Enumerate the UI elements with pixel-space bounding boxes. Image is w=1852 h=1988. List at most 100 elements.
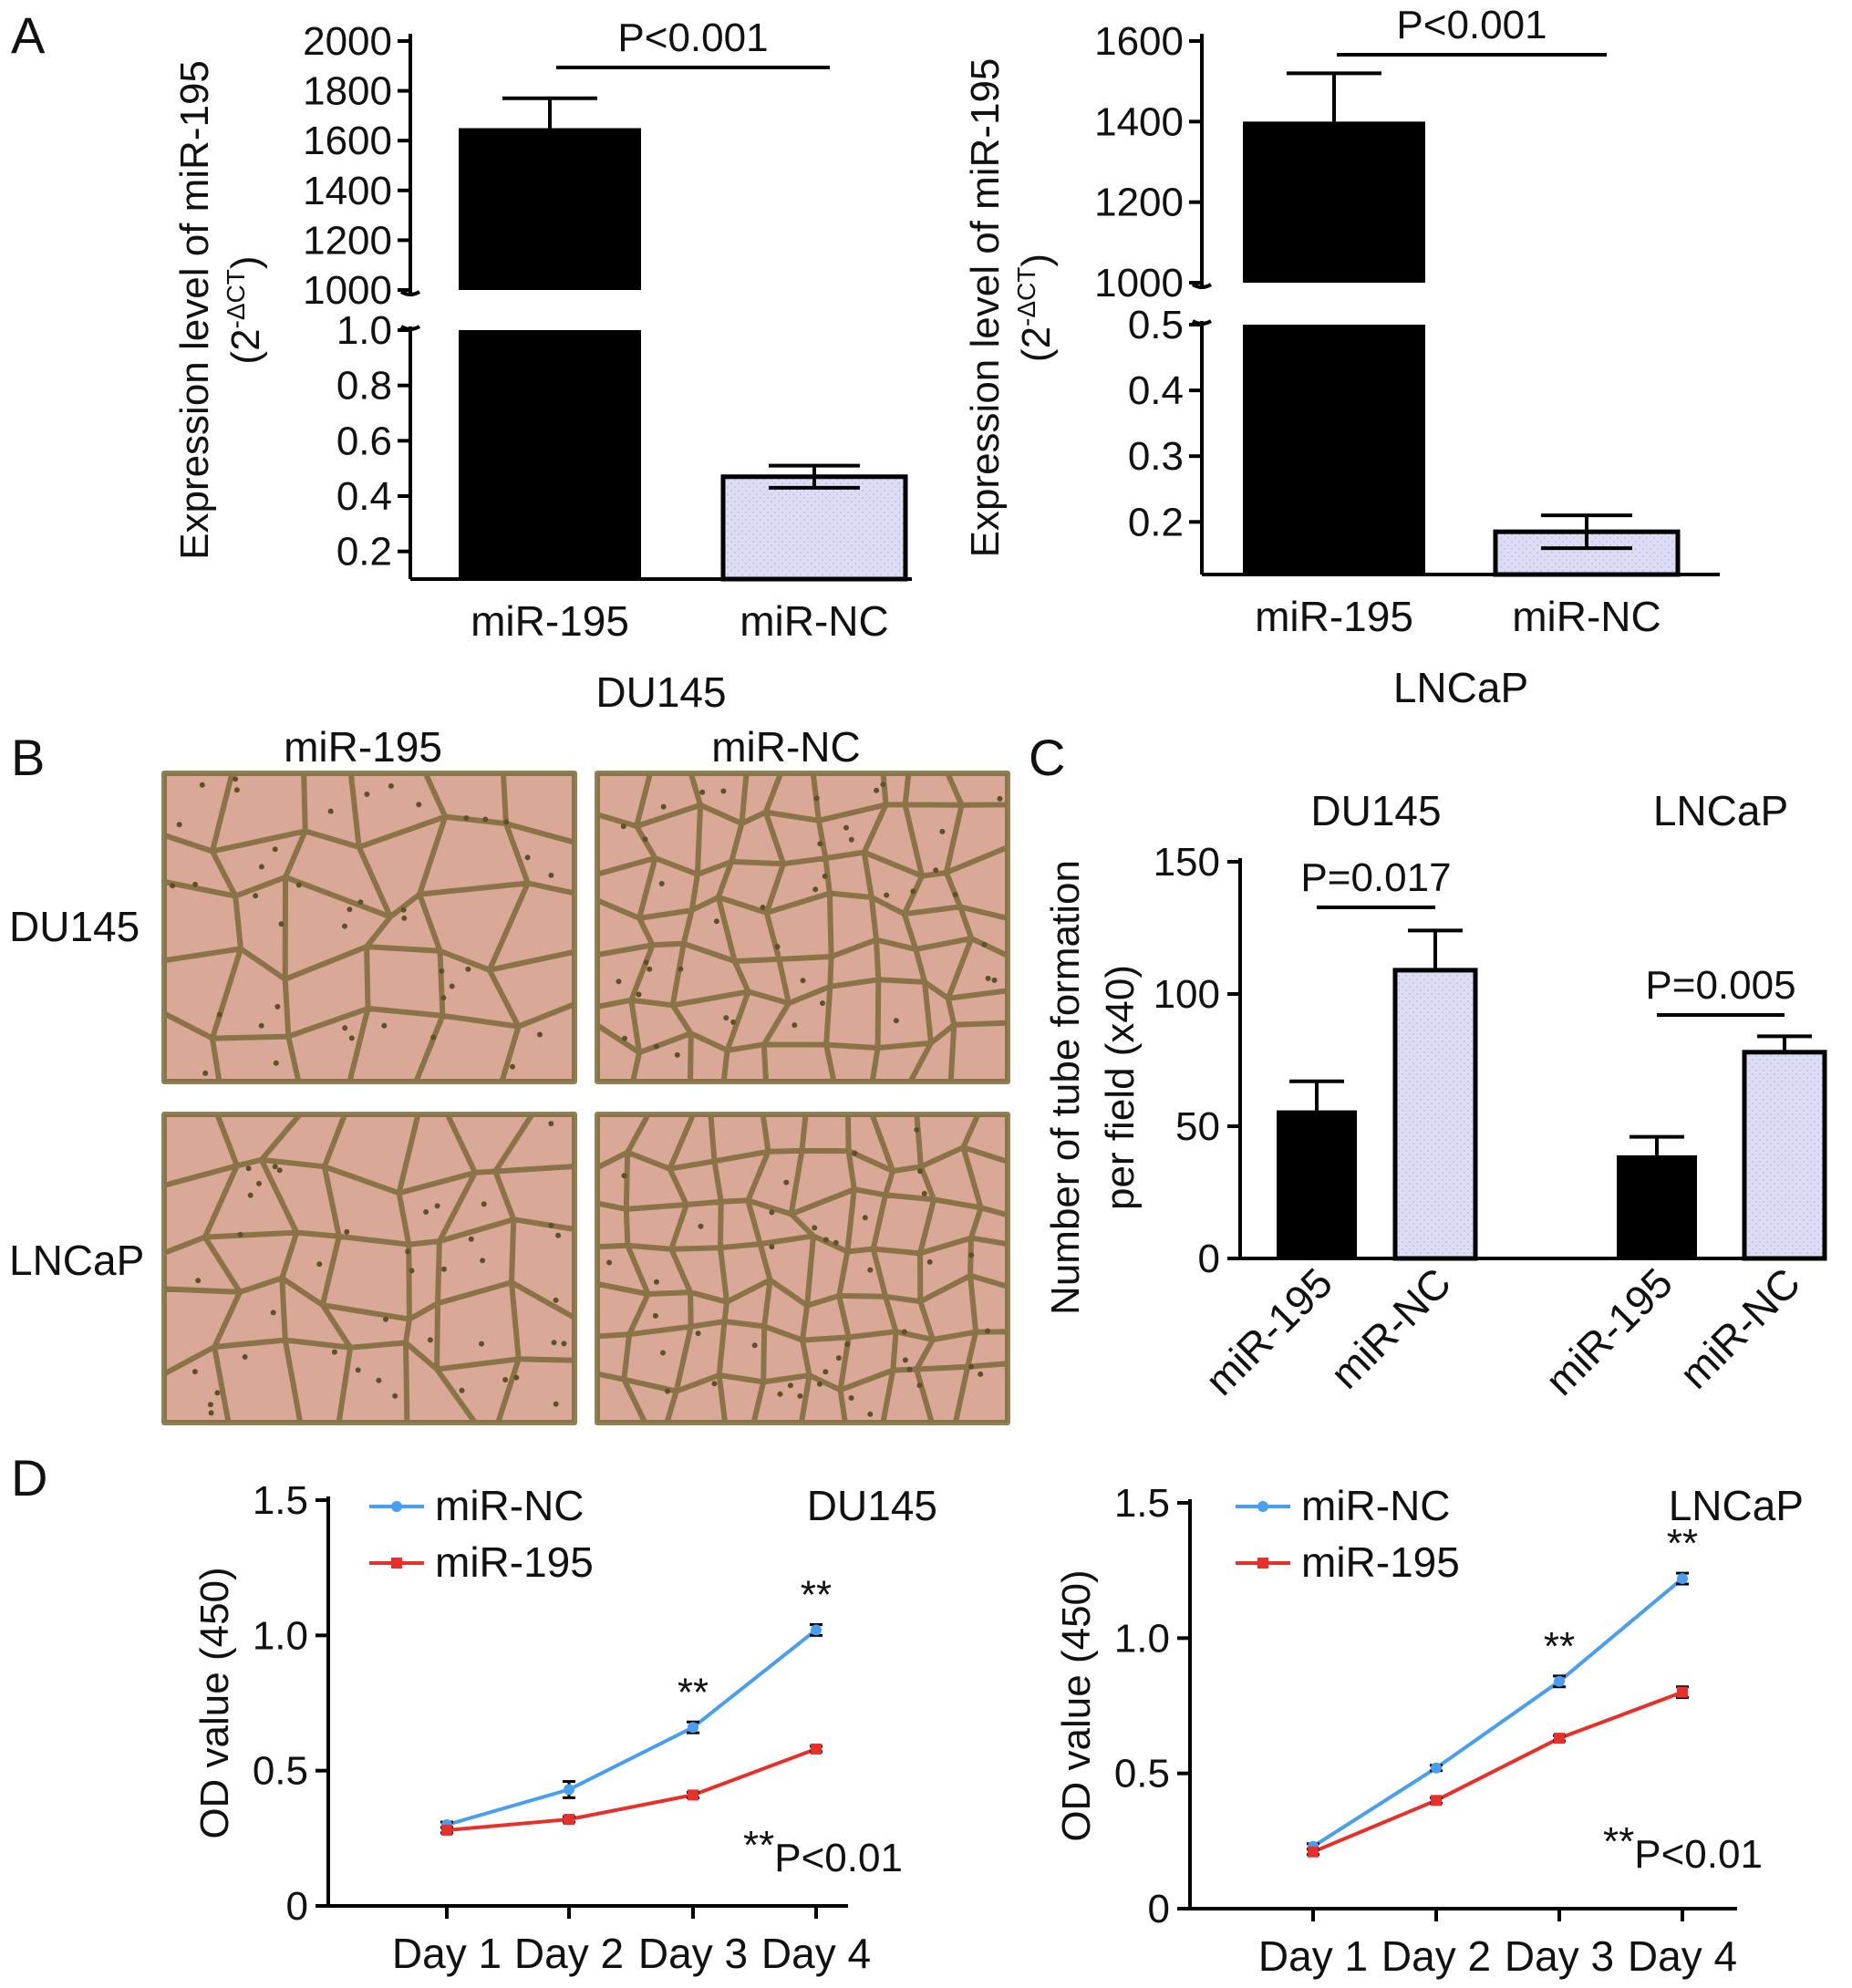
point-miR-195 — [1554, 1733, 1565, 1745]
y-tick-label: 0.4 — [336, 474, 392, 519]
significance-stars: ** — [1667, 1521, 1698, 1566]
micrograph-du145-mir195 — [161, 771, 577, 1084]
x-category-label: miR-195 — [1536, 1258, 1681, 1404]
x-tick-label: Day 4 — [761, 1930, 871, 1977]
point-miR-NC — [1431, 1762, 1442, 1774]
significance-stars: ** — [678, 1670, 709, 1714]
x-tick-label: Day 1 — [392, 1930, 502, 1977]
y-tick-label: 1200 — [1094, 181, 1184, 225]
x-axis-title: DU145 — [595, 668, 726, 716]
y-axis-unit: (2-ΔCT) — [222, 255, 268, 364]
micrograph-du145-mirnc — [595, 771, 1010, 1084]
micrograph-lncap-mirnc-tube-network — [595, 1112, 1010, 1425]
axis-break-top — [1191, 283, 1213, 289]
y-axis-title: Expression level of miR-195 — [172, 60, 217, 560]
legend-label-miR-NC: miR-NC — [435, 1482, 585, 1529]
x-category-label: miR-NC — [1321, 1258, 1460, 1397]
x-category-label: miR-195 — [471, 597, 629, 645]
y-tick-label: 1600 — [303, 119, 392, 163]
x-category-label: miR-195 — [1255, 593, 1413, 640]
panel-b-row-title-1: DU145 — [9, 903, 140, 950]
chart-d-du145: 1.5 1.0 0.5 0 Day 1 Day 2 Day 3 Day 4 ** ** miR-NC… — [192, 1478, 937, 1977]
legend-marker-miR-195 — [1257, 1558, 1268, 1569]
y-tick-label: 1.0 — [253, 1613, 308, 1658]
y-axis-unit-close: ) — [1014, 254, 1059, 267]
bar-upper-miR-195 — [1243, 121, 1425, 283]
y-tick-label: 1.0 — [1114, 1616, 1170, 1661]
x-tick-label: Day 4 — [1628, 1932, 1737, 1980]
series-line-miR-NC — [446, 1628, 818, 1827]
p-note-stars: ** — [743, 1823, 774, 1868]
series-line-miR-195 — [1312, 1690, 1683, 1854]
point-miR-NC — [1677, 1573, 1688, 1585]
micrograph-du145-mirnc-background — [597, 773, 1008, 1082]
bar-upper-miR-195 — [459, 128, 641, 290]
p-note: **P<0.01 — [1603, 1819, 1763, 1877]
x-tick-label: Day 2 — [514, 1930, 624, 1977]
y-tick-label: 1.5 — [1114, 1481, 1170, 1526]
chart-c-tube-formation: 150100500miR-195miR-NCDU145P=0.017miR-19… — [1043, 787, 1827, 1404]
point-miR-195 — [811, 1743, 822, 1755]
panel-label-c: C — [1029, 729, 1065, 786]
y-axis-unit: (2-ΔCT) — [1012, 254, 1059, 362]
bar-DU145-miR-195 — [1277, 1110, 1357, 1258]
panel-b-col-title-2: miR-NC — [711, 723, 861, 771]
bar-miR-NC — [720, 474, 908, 582]
micrograph-du145-mirnc-tube-network — [595, 771, 1010, 1084]
y-axis-unit-open: (2 — [223, 328, 268, 364]
axis-break-top — [399, 290, 421, 296]
y-tick-label: 1600 — [1094, 19, 1184, 64]
y-tick-label: 0 — [286, 1884, 308, 1929]
y-axis-title: Expression level of miR-195 — [963, 58, 1008, 558]
x-tick-label: Day 3 — [1505, 1932, 1614, 1980]
p-note-stars: ** — [1603, 1819, 1634, 1864]
group-title-LNCaP: LNCaP — [1653, 787, 1788, 834]
micrograph-lncap-mirnc — [595, 1112, 1010, 1425]
series-line-miR-195 — [446, 1747, 817, 1832]
y-tick-label: 1000 — [303, 268, 392, 313]
point-miR-NC — [811, 1624, 822, 1636]
y-tick-label: 150 — [1154, 840, 1220, 885]
x-category-label: miR-NC — [1671, 1258, 1809, 1397]
legend-label-miR-NC: miR-NC — [1301, 1482, 1451, 1529]
point-miR-195 — [441, 1824, 452, 1836]
group-title-DU145: DU145 — [1310, 787, 1441, 834]
point-miR-195 — [1308, 1846, 1319, 1858]
y-tick-label: 1.5 — [253, 1478, 308, 1523]
y-tick-label: 0.3 — [1128, 434, 1184, 479]
x-category-label: miR-NC — [1512, 593, 1661, 640]
point-miR-195 — [564, 1814, 574, 1826]
y-tick-label: 1000 — [1094, 261, 1184, 305]
p-value-label: P<0.001 — [1396, 3, 1547, 47]
y-tick-label: 1200 — [303, 218, 392, 263]
y-axis-title-line1: Number of tube formation — [1043, 860, 1088, 1315]
y-tick-label: 0 — [1148, 1887, 1170, 1931]
y-tick-label: 0.5 — [1114, 1752, 1170, 1796]
y-tick-label: 0.5 — [253, 1749, 308, 1794]
significance-stars: ** — [1544, 1624, 1575, 1669]
point-miR-195 — [688, 1789, 698, 1801]
y-axis-unit-close: ) — [223, 255, 268, 269]
micrograph-du145-mir195-tube-network — [161, 771, 577, 1084]
y-tick-label: 1800 — [303, 69, 392, 114]
bar-LNCaP-miR-195 — [1617, 1154, 1697, 1258]
micrograph-lncap-mir195 — [161, 1112, 577, 1425]
x-tick-label: Day 2 — [1381, 1932, 1491, 1980]
p-note-text: P<0.01 — [774, 1836, 903, 1880]
bar-DU145-miR-NC — [1392, 968, 1478, 1261]
legend-marker-miR-NC — [1257, 1501, 1268, 1512]
y-axis-unit-sup: -ΔCT — [222, 269, 250, 328]
y-tick-label: 0 — [1198, 1237, 1220, 1281]
y-tick-label: 1400 — [1094, 99, 1184, 144]
legend-marker-miR-NC — [391, 1501, 402, 1512]
panel-b: miR-195 miR-NC DU145 LNCaP — [9, 723, 1010, 1425]
y-tick-label: 2000 — [303, 19, 392, 64]
y-axis-title: OD value (450) — [1054, 1569, 1099, 1841]
point-miR-NC — [564, 1784, 574, 1796]
x-axis-title: LNCaP — [1393, 664, 1528, 711]
panel-label-b: B — [11, 729, 45, 786]
bar-lower-miR-195 — [459, 330, 641, 579]
